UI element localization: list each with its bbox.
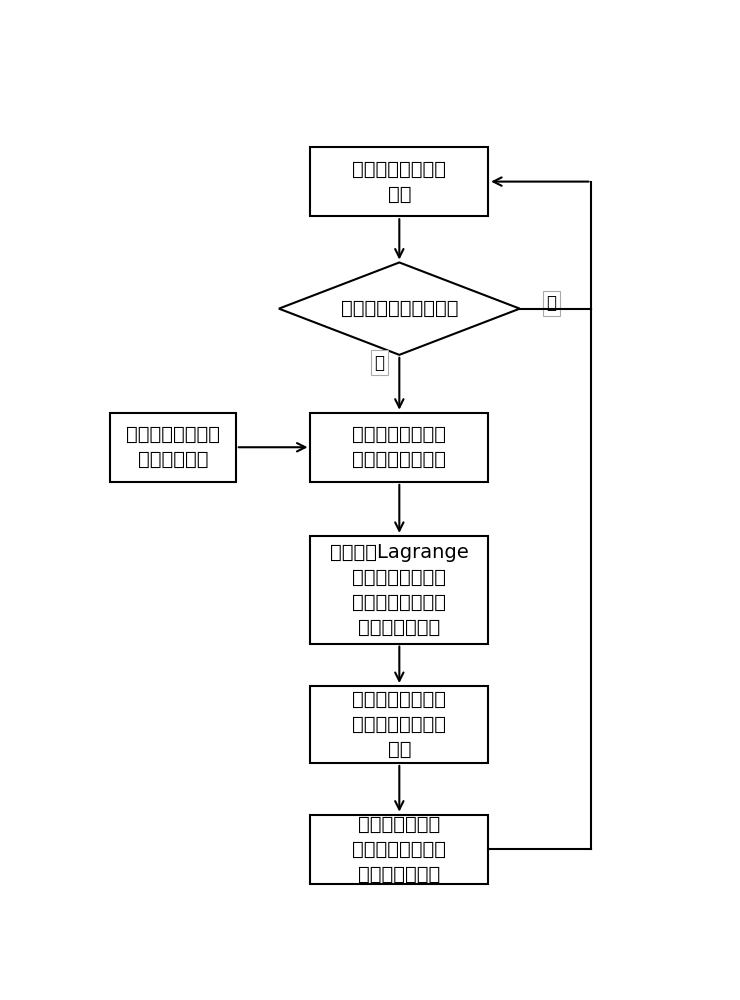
FancyBboxPatch shape — [311, 147, 488, 216]
FancyBboxPatch shape — [311, 686, 488, 763]
Text: 否: 否 — [546, 294, 556, 312]
FancyBboxPatch shape — [311, 536, 488, 644]
FancyBboxPatch shape — [311, 413, 488, 482]
Text: 采用采用Lagrange
乘数法，对各直流
频率限制控制器增
益进行协调优化: 采用采用Lagrange 乘数法，对各直流 频率限制控制器增 益进行协调优化 — [330, 543, 468, 637]
Text: 是否发生变化直流闭锁: 是否发生变化直流闭锁 — [340, 299, 458, 318]
Text: 计算系统领先机组
和灵敏度集合: 计算系统领先机组 和灵敏度集合 — [126, 425, 220, 469]
Polygon shape — [279, 262, 519, 355]
Text: 确定系统当前运行
状态: 确定系统当前运行 状态 — [352, 160, 446, 204]
Text: 是: 是 — [374, 354, 384, 372]
Text: 更新直流频率限制
控制器增益并投入
运行: 更新直流频率限制 控制器增益并投入 运行 — [352, 690, 446, 759]
Text: 选择投入频率限制
控制器的直流系统: 选择投入频率限制 控制器的直流系统 — [352, 425, 446, 469]
FancyBboxPatch shape — [311, 815, 488, 884]
Text: 频率调节过程结
束，重置各回直流
频率限制控制器: 频率调节过程结 束，重置各回直流 频率限制控制器 — [352, 815, 446, 884]
FancyBboxPatch shape — [110, 413, 236, 482]
